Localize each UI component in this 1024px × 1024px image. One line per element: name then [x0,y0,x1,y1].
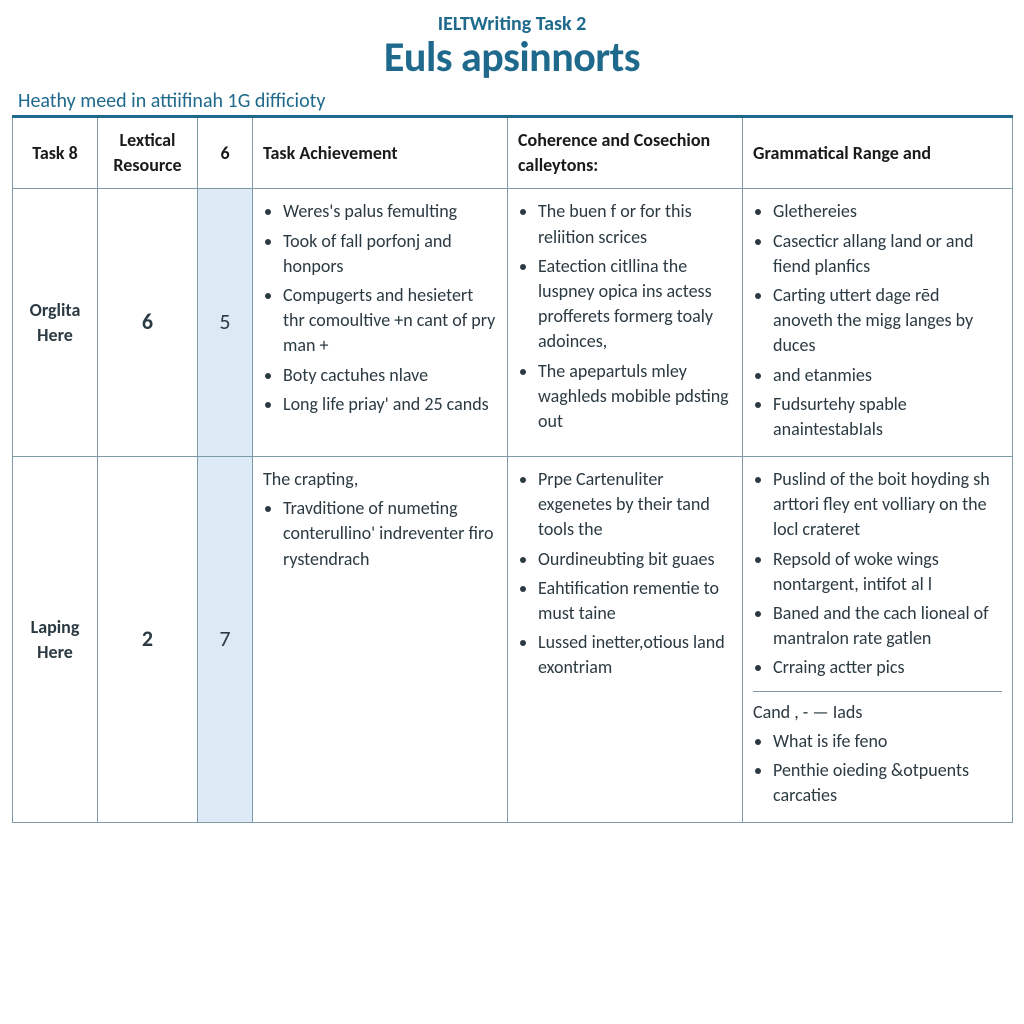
col-task: Task 8 [13,117,98,189]
lex-score: 2 [98,457,198,823]
list-item: Crraing actter pics [773,655,1002,680]
list-item: Travditione of numeting conterullino' in… [283,496,497,572]
grammar-sub-block: Cand , - — Iads What is ife feno Penthie o… [753,691,1002,809]
list-item: Boty cactuhes nlave [283,363,497,388]
list-item: Lussed inetter,otious land exontriam [538,630,732,680]
achievement-cell: The crapting, Travditione of numeting con… [253,457,508,823]
list-item: Compugerts and hesietert thr comoultive … [283,283,497,359]
list-item: Glethereies [773,199,1002,224]
list-item: Baned and the cach lioneal of mantralon … [773,601,1002,651]
list-item: Ourdineubting bit guaes [538,547,732,572]
header-row: Task 8 Lextical Resource 6 Task Achievem… [13,117,1013,189]
achievement-list: Weres's palus femulting Took of fall porf… [263,199,497,417]
list-item: Fudsurtehy spable anaintestabIals [773,392,1002,442]
list-item: Repsold of woke wings nontargent, intifo… [773,547,1002,597]
list-item: Casecticr allang land or and fiend planf… [773,229,1002,279]
list-item: Puslind of the boit hoyding sh arttori f… [773,467,1002,543]
list-item: Penthie oieding &otpuents carcaties [773,758,1002,808]
grammar-list: Puslind of the boit hoyding sh arttori f… [753,467,1002,681]
col-six: 6 [198,117,253,189]
grammar-sub-lead: Cand , - — Iads [753,700,1002,725]
achievement-cell: Weres's palus femulting Took of fall porf… [253,189,508,457]
list-item: Took of fall porfonj and honpors [283,229,497,279]
coherence-list: The buen f or for this reliition scrices… [518,199,732,434]
row-label: Orglita Here [13,189,98,457]
table-body: Orglita Here65 Weres's palus femulting Too… [13,189,1013,823]
achievement-lead: The crapting, [263,467,497,492]
list-item: The apepartuls mley waghleds mobible pds… [538,359,732,435]
coherence-cell: Prpe Cartenuliter exgenetes by their tan… [508,457,743,823]
col-lex: Lextical Resource [98,117,198,189]
grammar-cell: Puslind of the boit hoyding sh arttori f… [743,457,1013,823]
col-ach: Task Achievement [253,117,508,189]
grammar-sub-list: What is ife feno Penthie oieding &otpuent… [753,729,1002,809]
list-item: Eahtification rementie to must taine [538,576,732,626]
col-coh: Coherence and Cosechion calleytons: [508,117,743,189]
page-subtitle: Heathy meed in attiifinah 1G difficioty [18,89,1012,113]
list-item: The buen f or for this reliition scrices [538,199,732,249]
achievement-list: Travditione of numeting conterullino' in… [263,496,497,572]
page-title: Euls apsinnorts [12,32,1012,83]
table-row: Laping Here27 The crapting, Travditione of… [13,457,1013,823]
list-item: Long life priay' and 25 cands [283,392,497,417]
coherence-list: Prpe Cartenuliter exgenetes by their tan… [518,467,732,681]
list-item: Prpe Cartenuliter exgenetes by their tan… [538,467,732,543]
list-item: Eatection citllina the luspney opica ins… [538,254,732,355]
list-item: Weres's palus femulting [283,199,497,224]
grammar-list: Glethereies Casecticr allang land or and … [753,199,1002,442]
list-item: Carting uttert dage rēd anoveth the migg… [773,283,1002,359]
list-item: What is ife feno [773,729,1002,754]
list-item: and etanmies [773,363,1002,388]
lex-score: 6 [98,189,198,457]
six-score: 7 [198,457,253,823]
grammar-cell: Glethereies Casecticr allang land or and … [743,189,1013,457]
rubric-table: Task 8 Lextical Resource 6 Task Achievem… [12,115,1013,823]
coherence-cell: The buen f or for this reliition scrices… [508,189,743,457]
table-row: Orglita Here65 Weres's palus femulting Too… [13,189,1013,457]
row-label: Laping Here [13,457,98,823]
six-score: 5 [198,189,253,457]
col-gram: Grammatical Range and [743,117,1013,189]
